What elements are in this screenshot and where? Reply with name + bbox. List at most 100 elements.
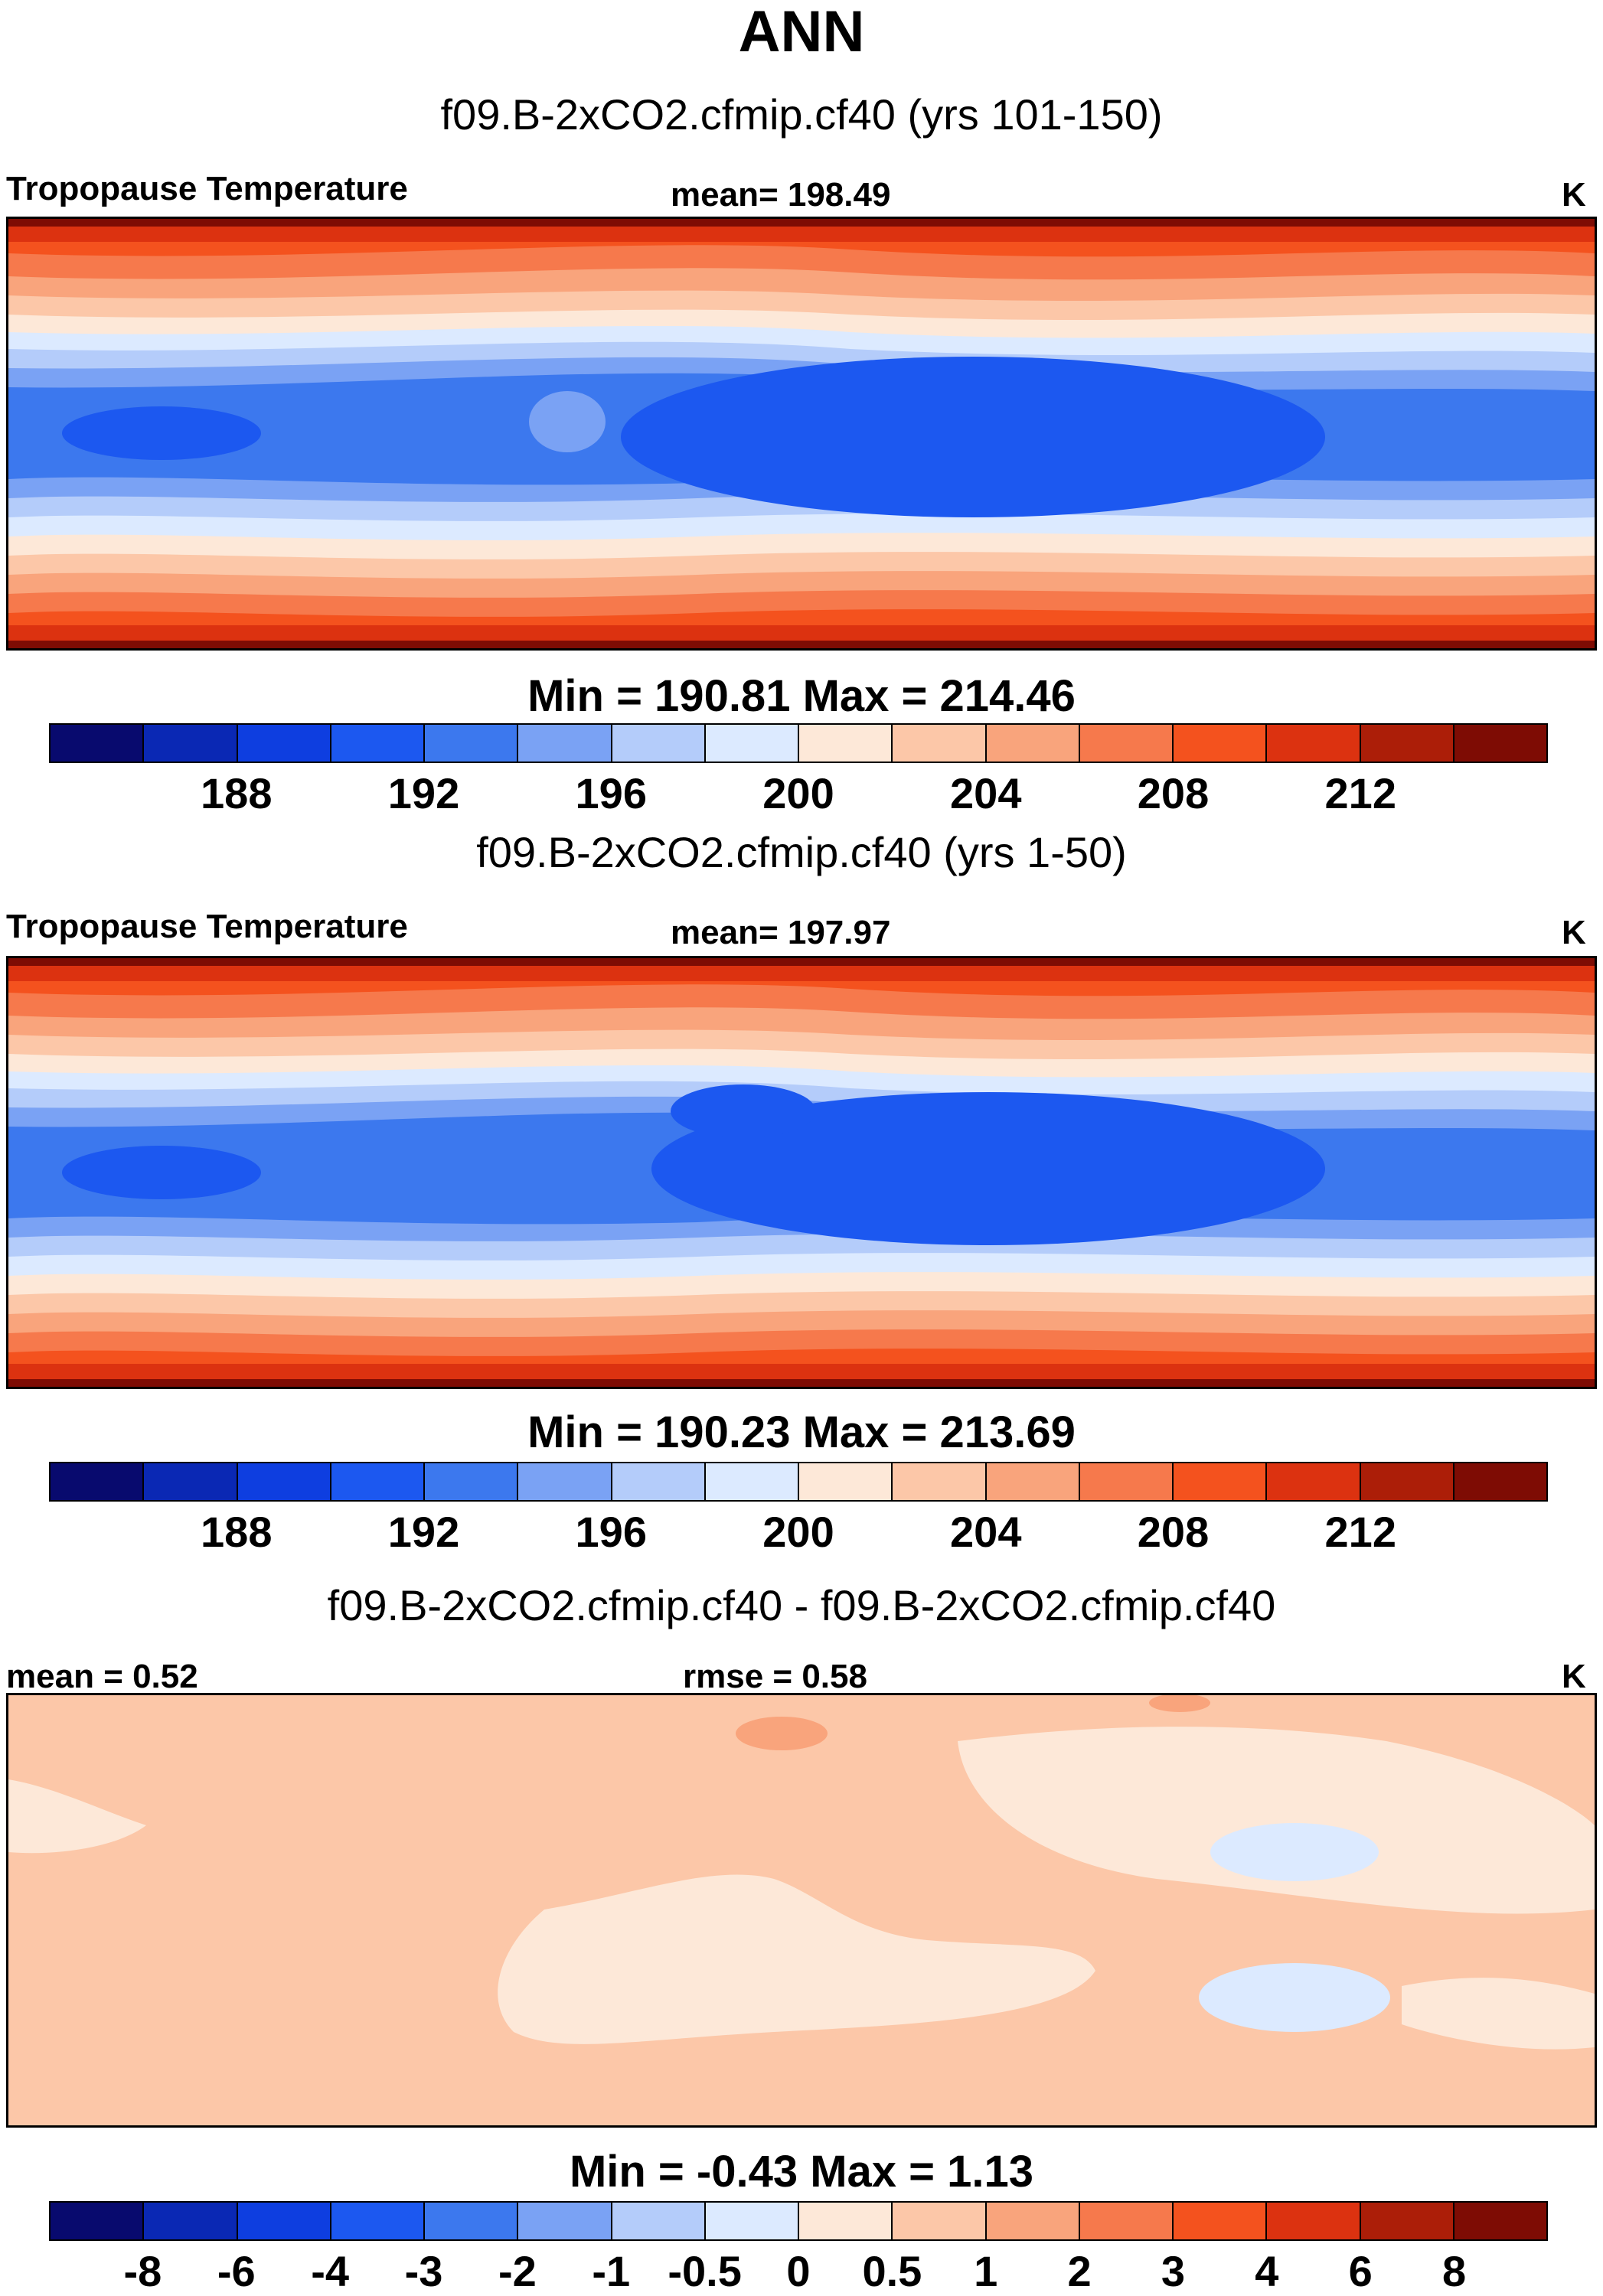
colorbar-tick-label: 1 [974, 2247, 998, 2295]
colorbar-swatch [1454, 2203, 1546, 2239]
colorbar-swatch [893, 2203, 987, 2239]
panel2-minmax: Min = 190.23 Max = 213.69 [527, 1407, 1076, 1457]
colorbar-swatch [1454, 725, 1546, 762]
colorbar-tick-label: 0.5 [862, 2247, 922, 2295]
colorbar-tick-label: 188 [201, 769, 273, 817]
colorbar-tick-label: 204 [950, 769, 1022, 817]
colorbar-swatch [144, 725, 238, 762]
colorbar-tick-label: 8 [1442, 2247, 1467, 2295]
panel3-map [6, 1693, 1597, 2128]
colorbar-swatch [1174, 2203, 1268, 2239]
panel3-colorbar [49, 2201, 1548, 2241]
colorbar-tick-label: -8 [123, 2247, 162, 2295]
colorbar-swatch [612, 2203, 706, 2239]
colorbar-swatch [1267, 725, 1361, 762]
colorbar-swatch [893, 725, 987, 762]
colorbar-swatch [986, 2203, 1080, 2239]
colorbar-swatch [1079, 1463, 1174, 1500]
colorbar-swatch [51, 725, 145, 762]
colorbar-swatch [51, 2203, 145, 2239]
panel1-case-title: f09.B-2xCO2.cfmip.cf40 (yrs 101-150) [440, 90, 1163, 139]
panel3-unit-label: K [1562, 1658, 1586, 1695]
colorbar-swatch [986, 725, 1080, 762]
panel1-contour-field [8, 219, 1595, 648]
colorbar-swatch [331, 725, 425, 762]
panel1-map [6, 217, 1597, 651]
colorbar-swatch [237, 2203, 331, 2239]
panel1-colorbar [49, 723, 1548, 763]
colorbar-tick-label: 208 [1137, 1508, 1210, 1556]
colorbar-swatch [1454, 1463, 1546, 1500]
colorbar-swatch [1174, 1463, 1268, 1500]
panel1-variable-label: Tropopause Temperature [6, 170, 408, 207]
colorbar-swatch [799, 725, 893, 762]
colorbar-swatch [518, 725, 612, 762]
colorbar-swatch [51, 1463, 145, 1500]
colorbar-swatch [705, 1463, 799, 1500]
colorbar-tick-label: -2 [498, 2247, 537, 2295]
panel2-colorbar [49, 1462, 1548, 1502]
colorbar-swatch [986, 1463, 1080, 1500]
colorbar-tick-label: 212 [1324, 1508, 1396, 1556]
colorbar-swatch [705, 2203, 799, 2239]
colorbar-tick-label: 212 [1324, 769, 1396, 817]
colorbar-tick-label: 196 [575, 1508, 647, 1556]
colorbar-tick-label: 200 [762, 769, 834, 817]
colorbar-swatch [1360, 2203, 1454, 2239]
colorbar-tick-label: 6 [1348, 2247, 1373, 2295]
colorbar-swatch [1267, 1463, 1361, 1500]
colorbar-swatch [425, 1463, 519, 1500]
colorbar-swatch [425, 725, 519, 762]
panel1-unit-label: K [1562, 176, 1586, 214]
panel1-minmax: Min = 190.81 Max = 214.46 [527, 671, 1076, 721]
colorbar-swatch [1360, 1463, 1454, 1500]
panel3-minmax: Min = -0.43 Max = 1.13 [569, 2147, 1034, 2197]
colorbar-swatch [1174, 725, 1268, 762]
panel3-contour-field [8, 1695, 1595, 2125]
colorbar-swatch [799, 2203, 893, 2239]
colorbar-swatch [1079, 725, 1174, 762]
colorbar-tick-label: 192 [387, 769, 460, 817]
panel2-map [6, 956, 1597, 1389]
panel3-rmse-label: rmse = 0.58 [683, 1658, 867, 1695]
colorbar-tick-label: 204 [950, 1508, 1022, 1556]
panel2-contour-field [8, 958, 1595, 1387]
colorbar-swatch [518, 2203, 612, 2239]
figure-title: ANN [738, 0, 865, 64]
colorbar-tick-label: 4 [1255, 2247, 1279, 2295]
colorbar-swatch [237, 1463, 331, 1500]
colorbar-tick-label: -0.5 [668, 2247, 742, 2295]
colorbar-tick-label: 208 [1137, 769, 1210, 817]
colorbar-swatch [1267, 2203, 1361, 2239]
panel2-mean-label: mean= 197.97 [671, 914, 891, 951]
panel3-mean-label: mean = 0.52 [6, 1658, 198, 1695]
colorbar-tick-label: -4 [311, 2247, 350, 2295]
colorbar-swatch [705, 725, 799, 762]
colorbar-tick-label: 2 [1067, 2247, 1092, 2295]
panel2-case-title: f09.B-2xCO2.cfmip.cf40 (yrs 1-50) [476, 828, 1127, 876]
colorbar-swatch [612, 725, 706, 762]
colorbar-tick-label: -1 [592, 2247, 631, 2295]
colorbar-tick-label: 188 [201, 1508, 273, 1556]
colorbar-swatch [799, 1463, 893, 1500]
colorbar-tick-label: 200 [762, 1508, 834, 1556]
colorbar-swatch [1360, 725, 1454, 762]
colorbar-tick-label: 196 [575, 769, 647, 817]
panel2-unit-label: K [1562, 914, 1586, 951]
colorbar-swatch [144, 2203, 238, 2239]
panel2-variable-label: Tropopause Temperature [6, 908, 408, 945]
colorbar-swatch [331, 2203, 425, 2239]
colorbar-swatch [612, 1463, 706, 1500]
colorbar-tick-label: -3 [404, 2247, 443, 2295]
colorbar-tick-label: 0 [786, 2247, 811, 2295]
colorbar-swatch [237, 725, 331, 762]
colorbar-tick-label: 192 [387, 1508, 460, 1556]
colorbar-tick-label: -6 [217, 2247, 256, 2295]
panel3-case-title: f09.B-2xCO2.cfmip.cf40 - f09.B-2xCO2.cfm… [327, 1581, 1276, 1629]
colorbar-swatch [144, 1463, 238, 1500]
colorbar-swatch [1079, 2203, 1174, 2239]
panel1-mean-label: mean= 198.49 [671, 176, 891, 214]
colorbar-swatch [893, 1463, 987, 1500]
colorbar-swatch [518, 1463, 612, 1500]
colorbar-swatch [425, 2203, 519, 2239]
